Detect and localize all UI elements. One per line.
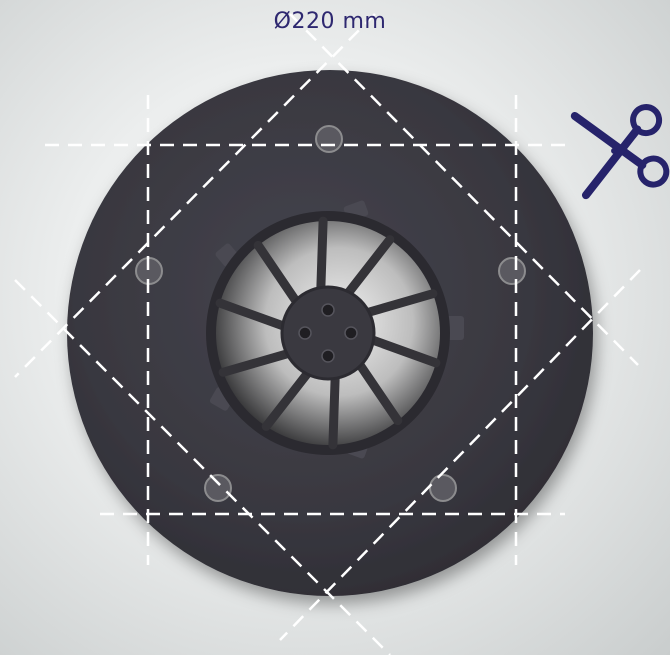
fan-hub [282, 287, 374, 379]
mount-hole [498, 257, 526, 285]
fan-blade [253, 240, 302, 307]
fan-blade [328, 371, 340, 450]
guide-line-diamond [289, 13, 639, 366]
scissors-icon [570, 104, 670, 200]
fan-hub-ring [280, 285, 376, 381]
fan-blade [367, 335, 441, 368]
fan-blade [362, 289, 438, 318]
mount-hole [429, 474, 457, 502]
mount-hole [204, 474, 232, 502]
mount-holes [135, 125, 526, 502]
cut-guides [14, 13, 641, 655]
fan-blade [218, 348, 294, 377]
hub-screws [298, 303, 358, 363]
fan-blades [215, 216, 441, 450]
fan-blade [354, 359, 403, 426]
mount-hole [315, 125, 343, 153]
fan-blade [215, 298, 289, 331]
fan-blade [261, 367, 313, 431]
diameter-label: Ø220 mm [273, 9, 387, 34]
fan-blade [316, 216, 328, 295]
fan-blade [343, 235, 395, 299]
guide-line-diamond [279, 269, 641, 641]
guide-line-diamond [14, 13, 376, 378]
